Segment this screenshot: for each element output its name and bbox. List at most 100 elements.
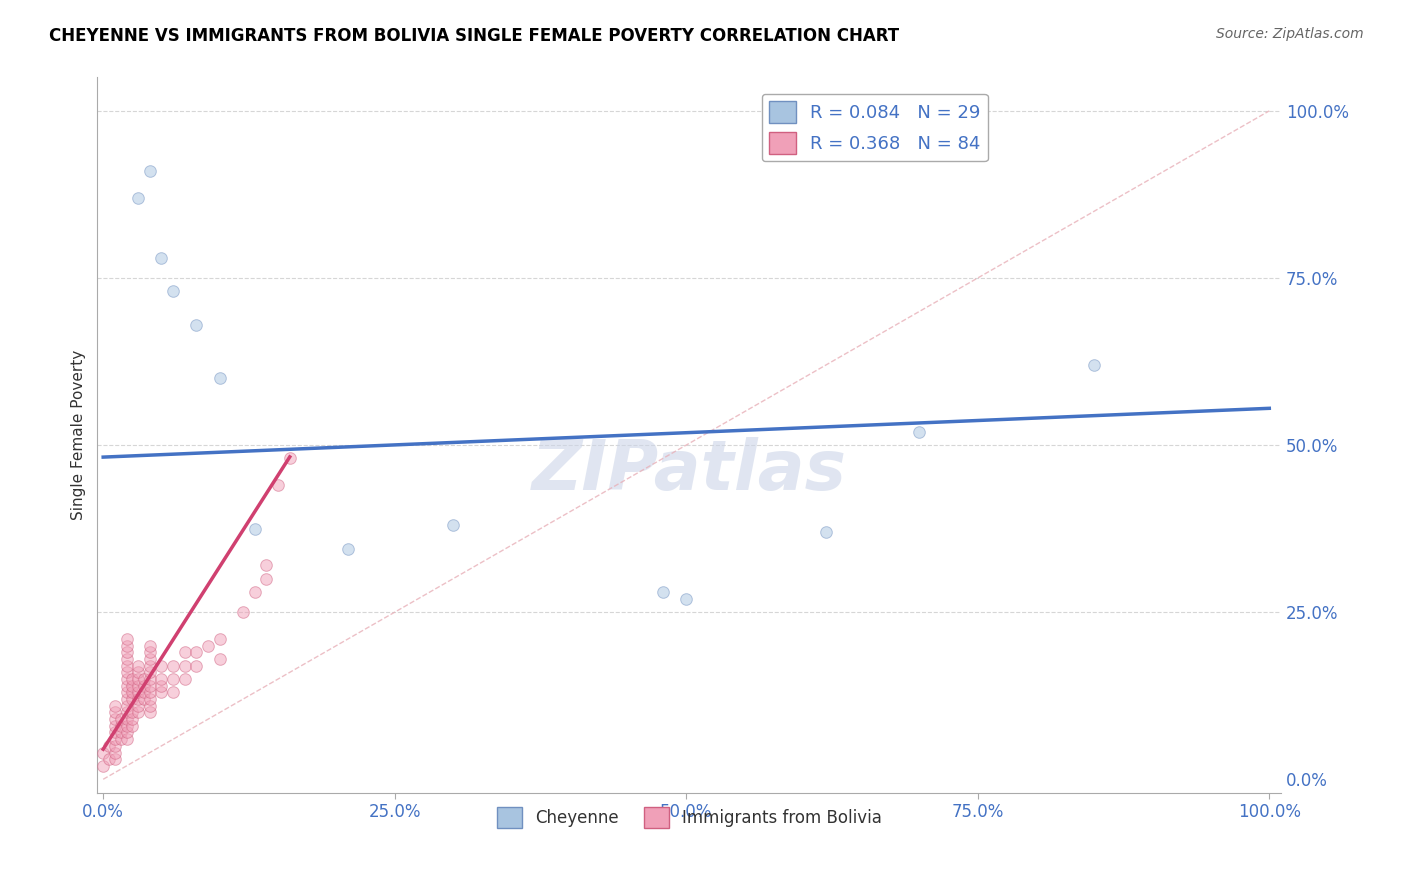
Point xyxy=(173,672,195,686)
Point xyxy=(162,285,184,299)
Point xyxy=(815,524,838,539)
Point xyxy=(139,652,162,666)
Point xyxy=(115,632,138,646)
Text: CHEYENNE VS IMMIGRANTS FROM BOLIVIA SINGLE FEMALE POVERTY CORRELATION CHART: CHEYENNE VS IMMIGRANTS FROM BOLIVIA SING… xyxy=(49,27,900,45)
Point xyxy=(132,679,155,693)
Point xyxy=(121,679,143,693)
Point xyxy=(110,725,132,739)
Point xyxy=(127,698,149,713)
Point xyxy=(115,639,138,653)
Point xyxy=(121,719,143,733)
Point xyxy=(139,706,162,720)
Point xyxy=(651,585,673,599)
Point xyxy=(139,658,162,673)
Point xyxy=(150,685,173,699)
Point xyxy=(675,591,697,606)
Point xyxy=(104,725,127,739)
Point xyxy=(139,679,162,693)
Legend: Cheyenne, Immigrants from Bolivia: Cheyenne, Immigrants from Bolivia xyxy=(489,801,889,834)
Y-axis label: Single Female Poverty: Single Female Poverty xyxy=(72,350,86,520)
Point xyxy=(104,746,127,760)
Point xyxy=(98,739,121,753)
Point xyxy=(115,658,138,673)
Point xyxy=(232,605,254,619)
Point xyxy=(104,706,127,720)
Point xyxy=(162,685,184,699)
Point xyxy=(104,698,127,713)
Point xyxy=(139,692,162,706)
Point xyxy=(256,558,278,573)
Point xyxy=(127,672,149,686)
Point xyxy=(104,739,127,753)
Point xyxy=(115,725,138,739)
Point xyxy=(115,692,138,706)
Point xyxy=(121,692,143,706)
Point xyxy=(173,645,195,659)
Point xyxy=(127,706,149,720)
Point xyxy=(115,672,138,686)
Point xyxy=(127,685,149,699)
Point xyxy=(115,719,138,733)
Point xyxy=(139,698,162,713)
Point xyxy=(115,706,138,720)
Point xyxy=(121,712,143,726)
Point xyxy=(110,719,132,733)
Point xyxy=(121,685,143,699)
Point xyxy=(243,585,266,599)
Point xyxy=(104,712,127,726)
Point xyxy=(162,658,184,673)
Point xyxy=(908,425,931,439)
Point xyxy=(91,746,114,760)
Point xyxy=(139,639,162,653)
Point xyxy=(127,658,149,673)
Point xyxy=(127,679,149,693)
Point xyxy=(121,672,143,686)
Point xyxy=(115,698,138,713)
Point xyxy=(150,658,173,673)
Point xyxy=(186,318,208,332)
Point xyxy=(121,706,143,720)
Point xyxy=(139,672,162,686)
Point xyxy=(256,572,278,586)
Point xyxy=(115,645,138,659)
Point xyxy=(132,685,155,699)
Point xyxy=(115,679,138,693)
Point xyxy=(132,692,155,706)
Point xyxy=(91,759,114,773)
Point xyxy=(139,645,162,659)
Point xyxy=(278,451,301,466)
Point xyxy=(104,719,127,733)
Point xyxy=(267,478,290,492)
Point xyxy=(127,665,149,680)
Point xyxy=(115,732,138,747)
Point xyxy=(150,251,173,265)
Point xyxy=(337,541,360,556)
Point xyxy=(115,665,138,680)
Point xyxy=(197,639,219,653)
Point xyxy=(150,672,173,686)
Point xyxy=(150,679,173,693)
Point xyxy=(162,672,184,686)
Point xyxy=(243,522,266,536)
Point xyxy=(139,685,162,699)
Point xyxy=(104,732,127,747)
Point xyxy=(127,692,149,706)
Text: ZIPatlas: ZIPatlas xyxy=(531,437,846,504)
Point xyxy=(186,658,208,673)
Point xyxy=(110,732,132,747)
Point xyxy=(186,645,208,659)
Point xyxy=(1083,358,1105,372)
Point xyxy=(98,752,121,766)
Point xyxy=(208,371,231,385)
Point xyxy=(115,685,138,699)
Point xyxy=(127,191,149,205)
Point xyxy=(173,658,195,673)
Point xyxy=(441,518,464,533)
Point xyxy=(139,665,162,680)
Point xyxy=(115,712,138,726)
Text: Source: ZipAtlas.com: Source: ZipAtlas.com xyxy=(1216,27,1364,41)
Point xyxy=(132,672,155,686)
Point xyxy=(110,712,132,726)
Point xyxy=(104,752,127,766)
Point xyxy=(139,164,162,178)
